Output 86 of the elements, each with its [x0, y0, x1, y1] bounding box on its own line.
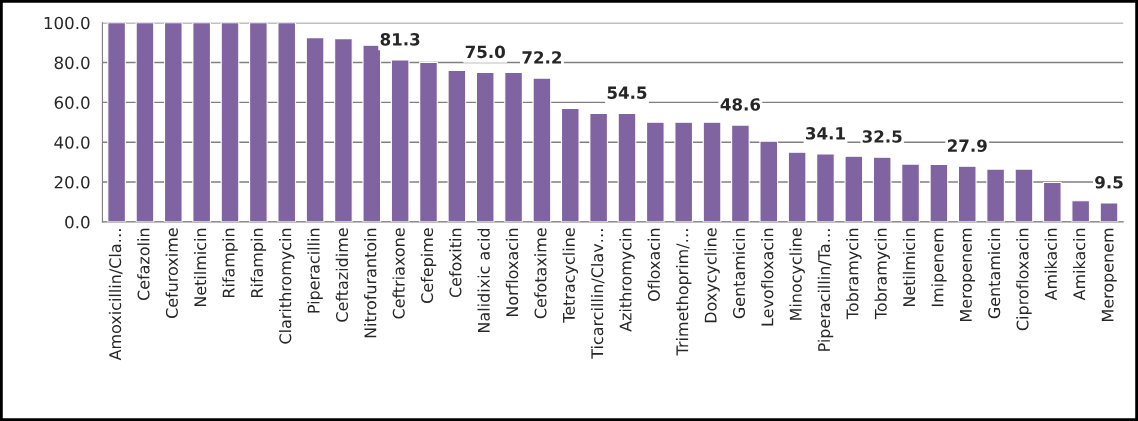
- y-tick-label: 20.0: [54, 176, 90, 189]
- bar: [419, 62, 438, 222]
- bar: [135, 22, 155, 222]
- bar: [957, 165, 977, 222]
- x-tick-label: Rifampin: [250, 228, 267, 298]
- x-tick-label: Ceftazidime: [335, 228, 349, 322]
- bar: [220, 22, 240, 222]
- bar: [816, 153, 835, 222]
- bar: [702, 121, 722, 222]
- x-tick-label: Tobramycin: [874, 228, 890, 320]
- x-tick-label: Minocycline: [789, 228, 805, 320]
- x-tick-label: Ciprofloxacin: [1016, 228, 1032, 331]
- x-tick-label: Amikacin: [1044, 228, 1057, 301]
- bar: [532, 77, 552, 222]
- x-tick-label: Ticarcillin/Clav…: [590, 229, 605, 359]
- bar: [192, 22, 212, 222]
- bar: [447, 69, 467, 222]
- bar: [334, 38, 353, 222]
- x-tick-label: Cefuroxime: [165, 228, 178, 319]
- bar: [560, 107, 580, 222]
- bar: [475, 71, 495, 222]
- x-tick-label: Netilmicin: [902, 228, 916, 307]
- x-tick-label: Meropenem: [1101, 228, 1117, 321]
- bar: [844, 155, 864, 222]
- x-tick-label: Norfloxacin: [505, 228, 519, 317]
- bar: [929, 163, 949, 222]
- x-tick-label: Netilmicin: [193, 228, 207, 307]
- x-tick-label: Cefazolin: [137, 228, 150, 301]
- x-tick-label: Ceftriaxone: [392, 228, 405, 319]
- y-tick-label: 0.0: [65, 215, 90, 229]
- y-tick-label: 60.0: [54, 96, 90, 109]
- bar: [646, 121, 665, 222]
- x-tick-label: Ofloxacin: [647, 228, 660, 302]
- x-tick-label: Cefoxitin: [449, 228, 462, 298]
- bar: [731, 124, 750, 222]
- bar: [986, 168, 1005, 222]
- data-label: 32.5: [862, 130, 902, 143]
- x-tick-label: Tobramycin: [846, 228, 862, 320]
- bar: [1042, 181, 1062, 222]
- data-label: 72.2: [522, 51, 562, 64]
- data-label: 54.5: [607, 86, 647, 99]
- x-tick-label: Nalidixic acid: [477, 228, 490, 332]
- bar: [107, 22, 126, 222]
- data-label: 27.9: [948, 139, 987, 152]
- bar: [163, 22, 183, 222]
- x-tick-label: Amikacin: [1072, 228, 1086, 301]
- x-tick-label: Cefepime: [420, 228, 437, 303]
- x-tick-label: Cefotaxime: [534, 228, 547, 319]
- x-tick-label: Piperacillin: [307, 228, 323, 313]
- x-tick-label: Piperacillin/Ta…: [817, 229, 834, 351]
- x-tick-label: Nitrofurantoin: [364, 228, 377, 338]
- y-tick-label: 40.0: [54, 136, 90, 149]
- x-tick-label: Gentamicin: [987, 228, 1001, 319]
- bar: [617, 112, 637, 222]
- bar: [305, 37, 325, 222]
- bar: [1014, 168, 1034, 222]
- bar: [674, 121, 694, 222]
- data-label: 81.3: [380, 33, 420, 46]
- x-tick-label: Amoxicillin/Cla…: [108, 229, 123, 361]
- data-label: 34.1: [806, 127, 845, 140]
- x-tick-label: Imipenem: [931, 228, 947, 307]
- data-label: 9.5: [1095, 176, 1123, 189]
- x-tick-label: Rifampin: [222, 228, 238, 298]
- bar: [277, 22, 297, 222]
- data-label: 48.6: [720, 98, 761, 111]
- bar: [759, 140, 779, 222]
- bar: [787, 151, 807, 222]
- bar: [901, 163, 920, 222]
- x-tick-label: Gentamicin: [732, 228, 746, 319]
- bar: [589, 112, 608, 222]
- bar: [1071, 200, 1091, 222]
- x-tick-label: Azithromycin: [619, 228, 635, 332]
- bar: [504, 71, 523, 222]
- bar: [249, 22, 268, 222]
- bar: [1099, 202, 1119, 222]
- bar: [390, 59, 410, 222]
- data-label: 75.0: [465, 45, 505, 59]
- y-tick-label: 100.0: [44, 16, 90, 30]
- x-tick-label: Clarithromycin: [279, 228, 295, 344]
- x-tick-label: Doxycycline: [704, 228, 720, 323]
- x-tick-label: Levofloxacin: [761, 228, 774, 326]
- x-tick-label: Trimethoprim/…: [675, 229, 692, 356]
- bar: [872, 156, 892, 222]
- x-tick-label: Meropenem: [960, 228, 975, 321]
- x-tick-label: Tetracycline: [562, 228, 579, 323]
- y-tick-label: 80.0: [54, 56, 90, 70]
